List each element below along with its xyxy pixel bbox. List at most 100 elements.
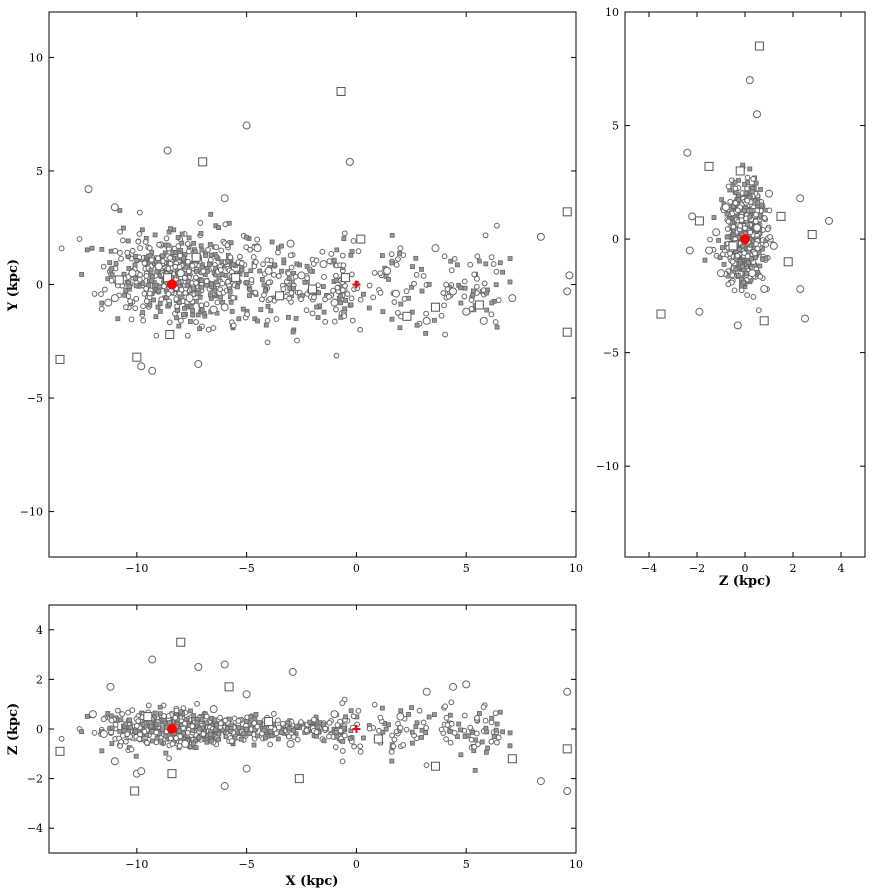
- xy-point: [110, 294, 119, 303]
- xy-point: [174, 315, 179, 321]
- xz-point: [458, 727, 463, 733]
- xz-point: [204, 739, 210, 745]
- xy-point: [113, 261, 119, 266]
- xy-point: [330, 298, 339, 307]
- xy-point: [238, 260, 245, 267]
- xy-point: [140, 317, 147, 324]
- xz-point: [326, 733, 332, 740]
- xy-point: [136, 276, 143, 283]
- xy-point: [84, 185, 93, 194]
- zy-point: [744, 253, 751, 260]
- xy-point: [136, 231, 143, 237]
- xy-point: [98, 291, 104, 298]
- xy-point: [154, 262, 163, 271]
- xy-point: [355, 248, 362, 255]
- xz-point: [294, 723, 300, 729]
- xz-point: [423, 762, 430, 769]
- xy-point: [89, 245, 95, 251]
- zy-point: [728, 241, 738, 251]
- xz-point: [227, 728, 233, 734]
- xz-point: [497, 709, 503, 715]
- xy-point: [175, 308, 180, 313]
- xy-point: [333, 272, 339, 279]
- xz-point: [248, 714, 254, 720]
- xz-point: [99, 748, 105, 754]
- xz-point: [286, 726, 292, 732]
- xy-point: [110, 203, 119, 212]
- xy-point: [267, 296, 274, 302]
- xy-point: [273, 316, 280, 322]
- xy-point: [191, 240, 197, 246]
- xz-point: [285, 720, 291, 726]
- xy-point: [237, 253, 243, 260]
- xy-point: [326, 258, 333, 265]
- xy-point: [441, 302, 447, 309]
- xy-points-layer: [55, 86, 574, 375]
- zy-point: [736, 197, 742, 203]
- xy-point: [176, 280, 182, 285]
- xz-point: [130, 786, 140, 796]
- xz-point: [390, 743, 397, 750]
- xy-point: [563, 287, 572, 296]
- xz-point: [106, 682, 115, 691]
- xz-point: [361, 735, 366, 741]
- zy-sun-marker: [740, 234, 750, 245]
- xy-xtick-label: 5: [463, 562, 470, 575]
- xy-point: [207, 242, 213, 247]
- xy-point: [198, 302, 205, 309]
- xy-point: [340, 273, 350, 283]
- xz-point: [351, 743, 357, 750]
- xz-point: [273, 730, 280, 737]
- xy-point: [366, 282, 373, 289]
- xy-point: [132, 352, 142, 362]
- xy-point: [108, 277, 115, 284]
- xy-point: [109, 265, 115, 271]
- xy-point: [109, 272, 115, 278]
- xz-point: [448, 720, 455, 727]
- xy-point: [128, 269, 137, 278]
- xy-point: [343, 298, 348, 303]
- xz-point: [442, 703, 449, 710]
- xz-point: [117, 728, 123, 734]
- xy-point: [341, 236, 347, 241]
- xy-point: [137, 362, 146, 371]
- xy-point: [137, 245, 143, 251]
- xy-point: [228, 299, 234, 305]
- zy-point: [744, 270, 749, 276]
- xy-point: [181, 312, 186, 317]
- xy-point: [482, 232, 489, 239]
- xy-point: [303, 307, 310, 314]
- xy-point: [194, 291, 200, 296]
- xy-ylabel: Y (kpc): [6, 259, 21, 312]
- xz-point: [355, 707, 362, 714]
- zy-ytick-label: 0: [612, 233, 619, 246]
- xy-point: [247, 287, 253, 293]
- zy-point: [694, 216, 704, 226]
- zy-point: [758, 187, 763, 192]
- xy-xtick-label: −10: [125, 562, 148, 575]
- zy-point: [796, 194, 805, 203]
- zy-point: [744, 292, 751, 298]
- xy-point: [391, 289, 400, 298]
- zy-point: [702, 257, 708, 263]
- zy-point: [739, 264, 745, 269]
- xz-point: [350, 713, 357, 720]
- zy-point: [733, 321, 742, 330]
- zy-point: [765, 189, 773, 198]
- xy-point: [288, 290, 295, 296]
- xy-point: [275, 249, 281, 256]
- zy-point: [825, 216, 833, 225]
- xy-point: [155, 255, 161, 262]
- xy-point: [322, 318, 329, 325]
- xz-point: [125, 709, 132, 716]
- xy-point: [117, 208, 123, 213]
- xy-point: [247, 246, 253, 253]
- xy-point: [357, 296, 364, 303]
- zy-point: [783, 257, 793, 267]
- xy-point: [293, 316, 299, 321]
- xz-point: [254, 723, 261, 730]
- xz-point: [493, 727, 499, 733]
- xy-point: [203, 301, 210, 308]
- xy-point: [288, 264, 295, 271]
- xz-point: [149, 729, 155, 734]
